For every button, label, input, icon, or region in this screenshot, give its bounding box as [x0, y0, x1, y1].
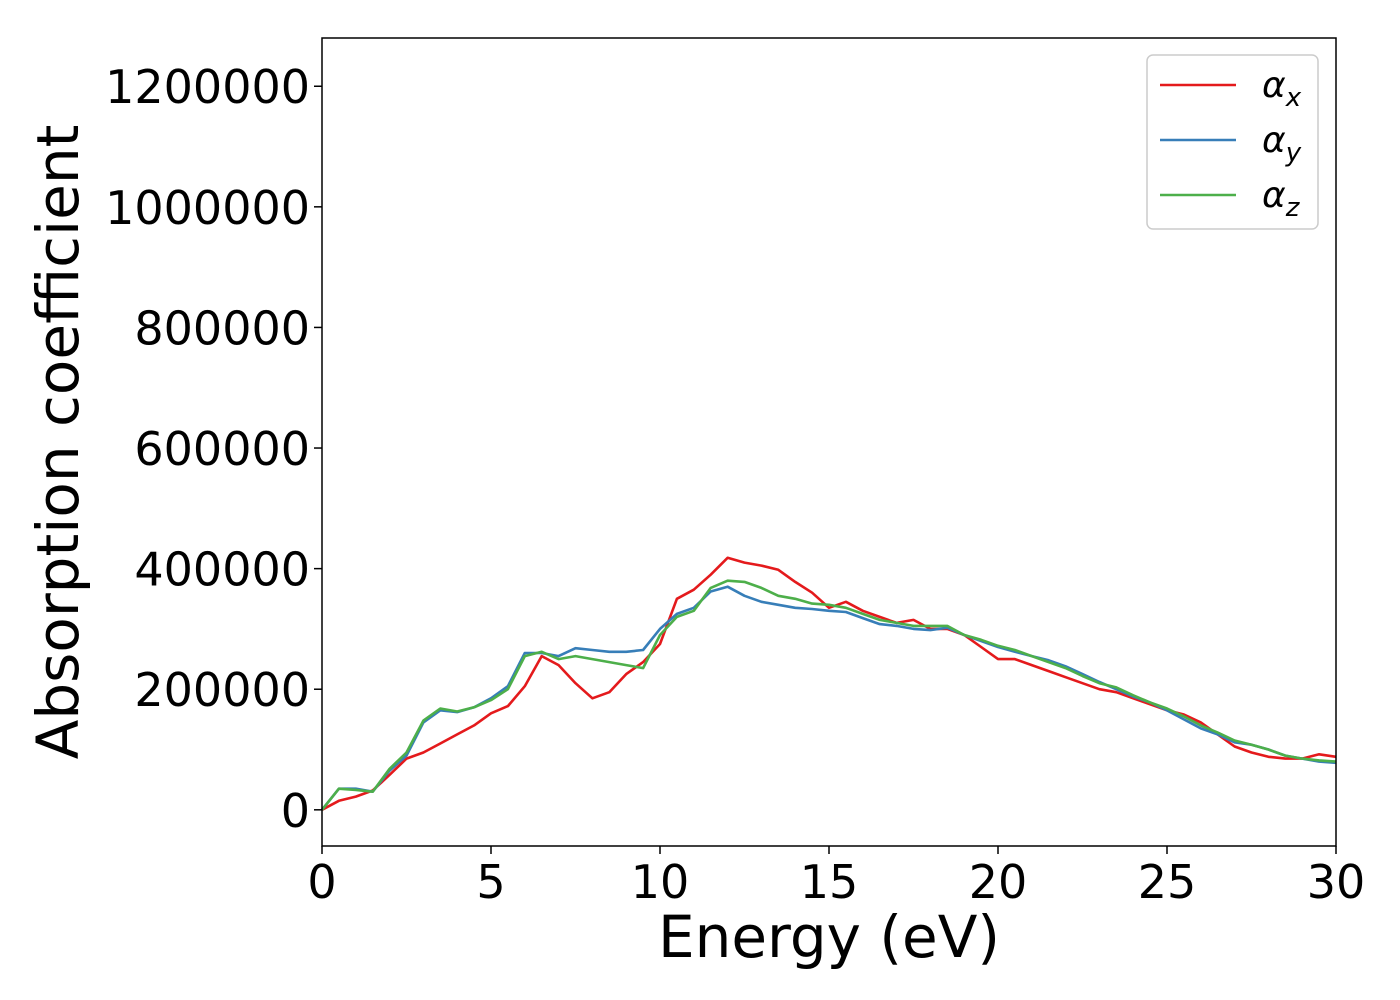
x-tick-label: 30 [1307, 855, 1366, 909]
series-line-alpha-y [320, 585, 1337, 811]
y-tick-label: 400000 [134, 543, 310, 597]
y-axis: 0 200000 400000 600000 800000 1000000 1200000 [105, 60, 322, 838]
legend-box [1146, 54, 1319, 230]
legend-label-subscript: x [1285, 83, 1302, 113]
series-group [320, 556, 1337, 811]
x-axis-title: Energy (eV) [658, 903, 1000, 971]
y-tick-label: 1200000 [105, 60, 310, 114]
legend-label-alpha-z: αz [1262, 175, 1301, 223]
y-tick-label: 200000 [134, 663, 310, 717]
x-axis: 0 5 10 15 20 25 30 [307, 846, 1365, 909]
y-tick-label: 0 [281, 784, 310, 838]
legend-label-base: α [1262, 120, 1286, 161]
legend-label-base: α [1262, 65, 1286, 106]
x-tick-label: 25 [1138, 855, 1197, 909]
legend-label-subscript: y [1285, 138, 1302, 168]
y-tick-label: 800000 [134, 301, 310, 355]
x-tick-label: 10 [631, 855, 690, 909]
series-line-alpha-z [320, 579, 1337, 811]
y-tick-label: 1000000 [105, 181, 310, 235]
legend-label-alpha-y: αy [1262, 120, 1302, 168]
legend-label-alpha-x: αx [1262, 65, 1302, 113]
legend-label-subscript: z [1285, 193, 1301, 223]
x-tick-label: 20 [969, 855, 1028, 909]
x-tick-label: 0 [307, 855, 336, 909]
x-tick-label: 5 [476, 855, 505, 909]
y-tick-label: 600000 [134, 422, 310, 476]
x-tick-label: 15 [800, 855, 859, 909]
legend-label-base: α [1262, 175, 1286, 216]
y-axis-title: Absorption coefficient [24, 125, 92, 760]
